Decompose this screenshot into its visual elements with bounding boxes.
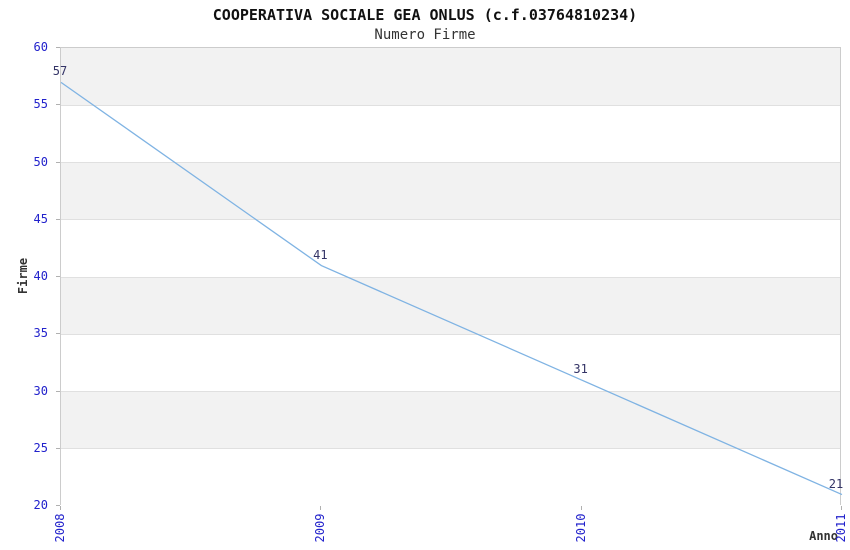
x-tick-mark — [841, 506, 842, 510]
x-tick-mark — [580, 506, 582, 510]
plot-band — [61, 277, 840, 335]
y-tick-mark — [56, 276, 60, 277]
x-tick-label: 2009 — [313, 513, 328, 543]
point-value-label: 21 — [828, 476, 844, 491]
x-tick-label: 2010 — [573, 513, 588, 543]
plot-band — [61, 448, 840, 506]
gridline — [61, 104, 840, 106]
y-tick-label: 45 — [33, 211, 48, 226]
plot-band — [61, 162, 840, 220]
plot-band — [61, 391, 840, 449]
plot-band — [61, 48, 840, 106]
plot-area — [60, 47, 843, 506]
x-tick-mark — [320, 506, 322, 510]
y-tick-label: 25 — [33, 440, 48, 455]
y-tick-label: 35 — [33, 326, 48, 341]
y-tick-mark — [56, 333, 60, 335]
y-tick-mark — [56, 218, 60, 220]
y-tick-label: 55 — [33, 97, 48, 112]
gridline — [61, 276, 840, 278]
x-tick-mark — [60, 506, 61, 510]
y-tick-mark — [56, 390, 60, 392]
point-value-label: 31 — [573, 362, 588, 377]
x-tick-label: 2008 — [53, 513, 67, 543]
plot-band — [61, 105, 840, 163]
point-value-label: 41 — [313, 247, 328, 262]
plot-band — [61, 219, 840, 277]
y-tick-mark — [56, 161, 60, 163]
plot-band — [61, 334, 840, 392]
gridline — [61, 448, 840, 450]
y-tick-label: 60 — [33, 40, 48, 54]
y-tick-mark — [56, 47, 60, 48]
point-value-label: 57 — [52, 64, 68, 79]
y-tick-mark — [56, 104, 60, 106]
y-tick-label: 30 — [33, 383, 48, 398]
gridline — [61, 162, 840, 163]
gridline — [61, 333, 840, 335]
y-tick-mark — [56, 505, 60, 506]
gridline — [61, 391, 840, 392]
y-tick-label: 20 — [33, 498, 48, 512]
chart-subtitle: Numero Firme — [374, 27, 476, 43]
x-axis-title: Anno — [809, 529, 838, 543]
y-tick-label: 50 — [33, 154, 48, 169]
chart-title: COOPERATIVA SOCIALE GEA ONLUS (c.f.03764… — [212, 6, 638, 24]
y-tick-mark — [56, 447, 60, 449]
gridline — [61, 219, 840, 221]
data-line — [60, 81, 843, 496]
line-series-svg — [60, 81, 843, 496]
y-tick-label: 40 — [33, 269, 48, 283]
